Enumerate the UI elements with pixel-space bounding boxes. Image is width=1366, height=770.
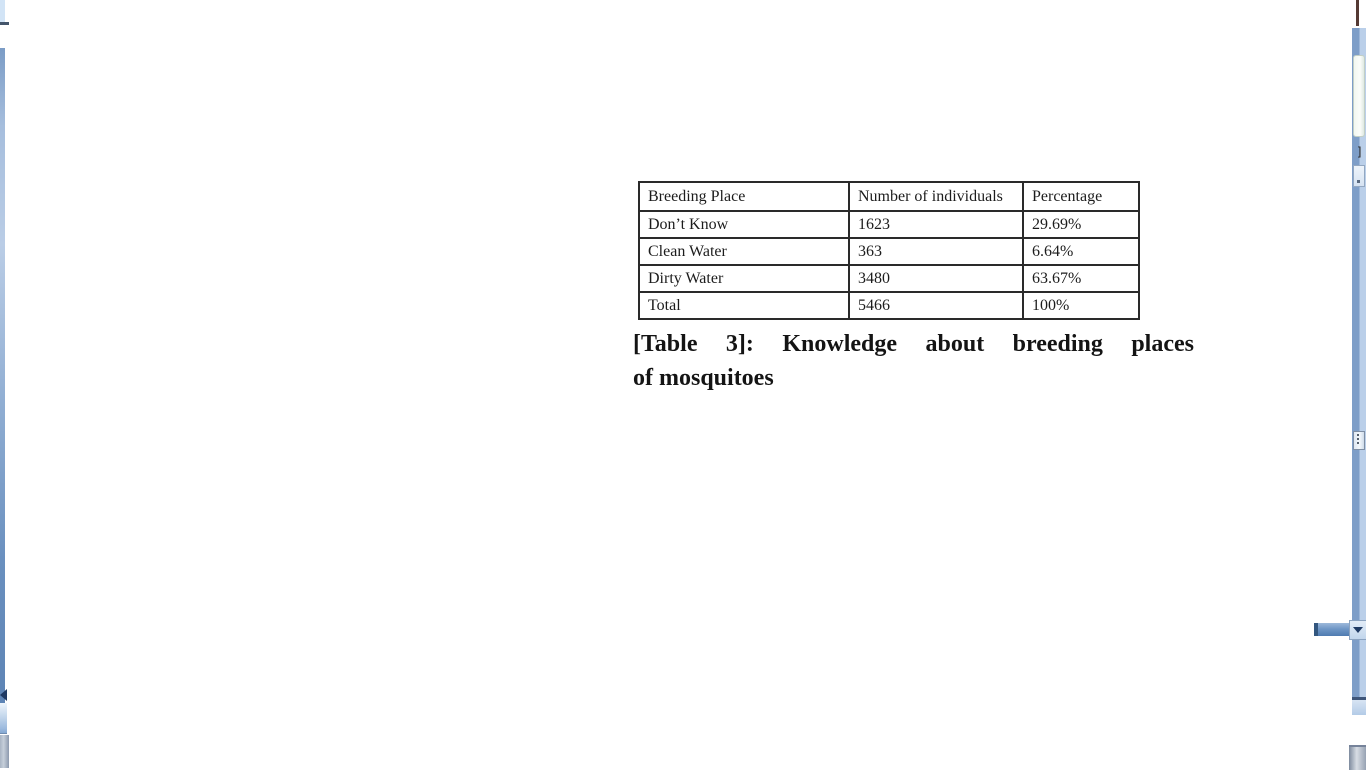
cell-count: 3480 <box>848 264 1024 293</box>
cell-count: 363 <box>848 237 1024 266</box>
table-row: Dirty Water 3480 63.67% <box>638 264 1140 293</box>
scroll-down-button[interactable] <box>1349 620 1366 640</box>
left-scrollbar-track[interactable] <box>0 48 5 703</box>
cell-percentage: 63.67% <box>1022 264 1140 293</box>
right-top-edge-line <box>1356 0 1359 26</box>
table-row-total: Total 5466 100% <box>638 291 1140 320</box>
col-header-percentage: Percentage <box>1022 181 1140 212</box>
data-table: Breeding Place Number of individuals Per… <box>638 181 1140 320</box>
horizontal-scrollbar-thumb[interactable] <box>1314 623 1351 636</box>
table-header-row: Breeding Place Number of individuals Per… <box>638 181 1140 212</box>
col-header-number-of-individuals: Number of individuals <box>848 181 1024 212</box>
right-scrollbar-thumb[interactable] <box>1353 55 1365 137</box>
cell-count: 5466 <box>848 291 1024 320</box>
left-divider-line <box>0 22 9 25</box>
cell-count: 1623 <box>848 210 1024 239</box>
col-header-breeding-place: Breeding Place <box>638 181 850 212</box>
table-row: Don’t Know 1623 29.69% <box>638 210 1140 239</box>
right-scrollbar-track[interactable] <box>1352 28 1366 697</box>
cell-percentage: 100% <box>1022 291 1140 320</box>
bracket-glyph-icon: ] <box>1356 145 1364 159</box>
scroll-left-arrow-icon[interactable] <box>0 689 7 701</box>
right-statusbar-corner <box>1349 745 1366 770</box>
cell-percentage: 6.64% <box>1022 237 1140 266</box>
cell-breeding-place: Total <box>638 291 850 320</box>
left-scrollbar-thumb[interactable] <box>0 703 7 734</box>
right-scrollbar-small-button[interactable] <box>1353 165 1365 187</box>
table-caption-line1: [Table 3]: Knowledge about breeding plac… <box>633 331 1194 357</box>
left-statusbar-corner <box>0 735 9 768</box>
scroll-down-arrow-icon <box>1353 627 1363 633</box>
cell-breeding-place: Dirty Water <box>638 264 850 293</box>
table-caption-line2: of mosquitoes <box>633 365 774 391</box>
grip-dots-icon[interactable] <box>1353 431 1365 450</box>
cell-breeding-place: Clean Water <box>638 237 850 266</box>
left-top-panel-sliver <box>0 0 5 22</box>
table-row: Clean Water 363 6.64% <box>638 237 1140 266</box>
cell-breeding-place: Don’t Know <box>638 210 850 239</box>
right-track-end-cap <box>1352 700 1366 715</box>
table-caption: [Table 3]: Knowledge about breeding plac… <box>633 327 1194 395</box>
cell-percentage: 29.69% <box>1022 210 1140 239</box>
right-track-end-line <box>1352 697 1366 700</box>
